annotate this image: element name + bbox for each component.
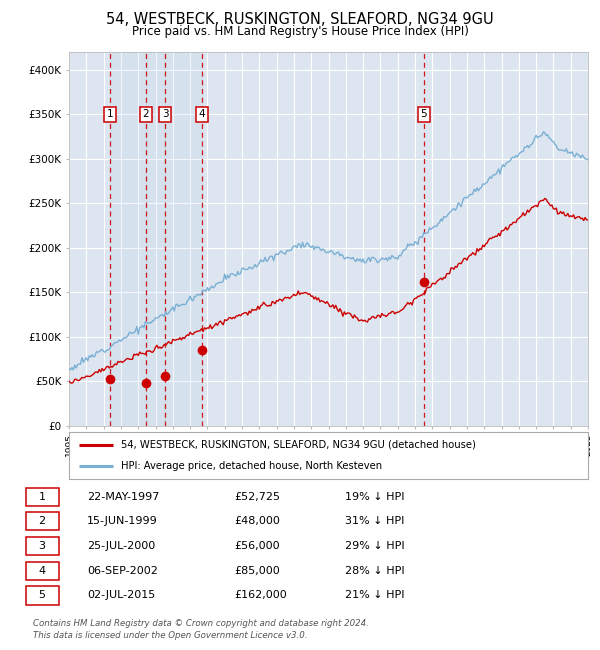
- Text: 28% ↓ HPI: 28% ↓ HPI: [345, 566, 404, 576]
- Text: 19% ↓ HPI: 19% ↓ HPI: [345, 491, 404, 502]
- Text: 54, WESTBECK, RUSKINGTON, SLEAFORD, NG34 9GU (detached house): 54, WESTBECK, RUSKINGTON, SLEAFORD, NG34…: [121, 440, 476, 450]
- Text: £162,000: £162,000: [234, 590, 287, 601]
- Text: 25-JUL-2000: 25-JUL-2000: [87, 541, 155, 551]
- Text: 3: 3: [38, 541, 46, 551]
- Text: This data is licensed under the Open Government Licence v3.0.: This data is licensed under the Open Gov…: [33, 630, 308, 640]
- Text: 1: 1: [38, 491, 46, 502]
- Text: £85,000: £85,000: [234, 566, 280, 576]
- Bar: [110, 52, 146, 426]
- Text: 31% ↓ HPI: 31% ↓ HPI: [345, 516, 404, 526]
- Text: 15-JUN-1999: 15-JUN-1999: [87, 516, 158, 526]
- Text: 22-MAY-1997: 22-MAY-1997: [87, 491, 160, 502]
- Text: £52,725: £52,725: [234, 491, 280, 502]
- Text: Price paid vs. HM Land Registry's House Price Index (HPI): Price paid vs. HM Land Registry's House …: [131, 25, 469, 38]
- Text: 29% ↓ HPI: 29% ↓ HPI: [345, 541, 404, 551]
- Text: 4: 4: [38, 566, 46, 576]
- Text: 1: 1: [107, 109, 113, 120]
- Text: 2: 2: [38, 516, 46, 526]
- Bar: [166, 52, 202, 426]
- Text: 5: 5: [421, 109, 427, 120]
- Text: 5: 5: [38, 590, 46, 601]
- Text: 02-JUL-2015: 02-JUL-2015: [87, 590, 155, 601]
- Bar: [146, 52, 166, 426]
- Text: 21% ↓ HPI: 21% ↓ HPI: [345, 590, 404, 601]
- Text: £56,000: £56,000: [234, 541, 280, 551]
- Text: 2: 2: [143, 109, 149, 120]
- Text: 4: 4: [199, 109, 205, 120]
- Text: 06-SEP-2002: 06-SEP-2002: [87, 566, 158, 576]
- Text: £48,000: £48,000: [234, 516, 280, 526]
- Text: Contains HM Land Registry data © Crown copyright and database right 2024.: Contains HM Land Registry data © Crown c…: [33, 619, 369, 628]
- Text: 3: 3: [162, 109, 169, 120]
- Text: 54, WESTBECK, RUSKINGTON, SLEAFORD, NG34 9GU: 54, WESTBECK, RUSKINGTON, SLEAFORD, NG34…: [106, 12, 494, 27]
- Text: HPI: Average price, detached house, North Kesteven: HPI: Average price, detached house, Nort…: [121, 462, 382, 471]
